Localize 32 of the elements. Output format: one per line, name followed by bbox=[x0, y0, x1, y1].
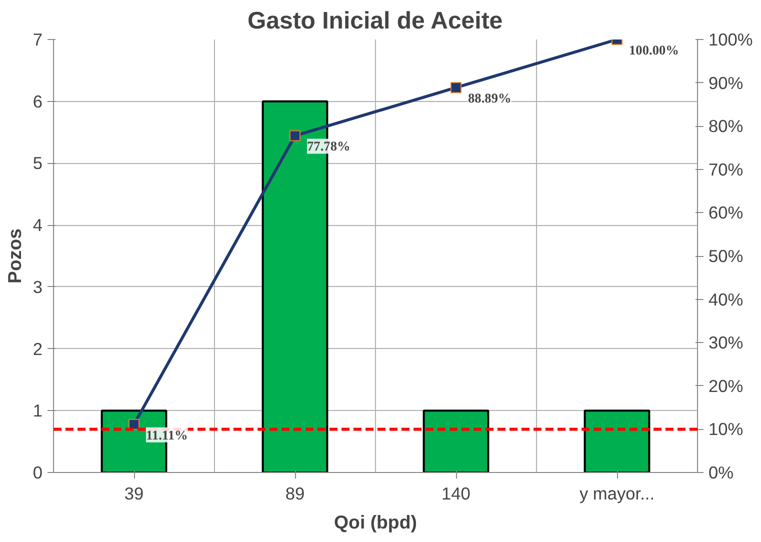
y-tick-label: 1 bbox=[32, 400, 43, 421]
x-axis-title: Qoi (bpd) bbox=[334, 512, 417, 532]
y-tick-label: 4 bbox=[32, 215, 43, 236]
y2-tick-label: 10% bbox=[708, 419, 744, 440]
y2-tick-label: 20% bbox=[708, 376, 744, 396]
point bbox=[290, 130, 300, 142]
y2-tick-label: 50% bbox=[708, 246, 744, 266]
y2-tick-label: 40% bbox=[708, 289, 744, 310]
point bbox=[450, 82, 462, 94]
y-tick-label: 2 bbox=[32, 338, 43, 359]
x-tick-label: y mayor... bbox=[579, 484, 655, 504]
data-label: 77.78% bbox=[307, 138, 350, 154]
x-tick-label: 89 bbox=[285, 484, 305, 504]
y-axis-title: Pozos bbox=[4, 228, 25, 284]
y2-tick-label: 60% bbox=[708, 202, 744, 223]
y2-tick-label: 80% bbox=[708, 116, 744, 136]
x-tick-label: 140 bbox=[442, 484, 470, 504]
y-tick-label: 0 bbox=[32, 462, 43, 482]
y2-tick-label: 100% bbox=[708, 30, 753, 50]
y-tick-label: 7 bbox=[32, 30, 43, 50]
data-label: 100.00% bbox=[629, 42, 679, 58]
data-label: 88.89% bbox=[468, 90, 512, 106]
y2-tick-label: 0% bbox=[708, 462, 734, 482]
y2-tick-label: 30% bbox=[708, 332, 744, 353]
y2-tick-label: 70% bbox=[708, 159, 744, 180]
x-tick-label: 39 bbox=[124, 484, 144, 504]
y2-tick-label: 90% bbox=[708, 72, 744, 93]
chart-title: Gasto Inicial de Aceite bbox=[247, 8, 503, 34]
y-tick-label: 5 bbox=[32, 153, 43, 174]
y-tick-label: 3 bbox=[32, 276, 43, 297]
data-label: 11.11% bbox=[146, 427, 188, 442]
y-tick-label: 6 bbox=[32, 91, 43, 112]
